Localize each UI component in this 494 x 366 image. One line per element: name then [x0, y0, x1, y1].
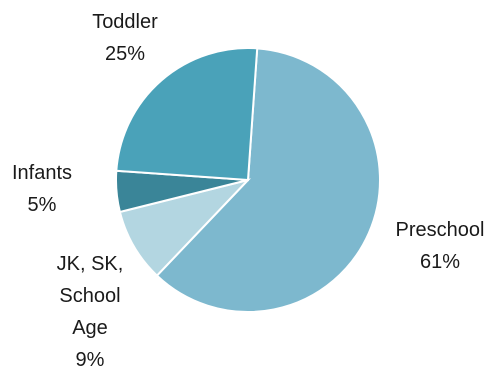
- percent-jk-sk: 9%: [76, 349, 105, 366]
- percent-infants: 5%: [28, 194, 57, 216]
- label-toddler: Toddler: [92, 11, 158, 33]
- label-jk-sk-line3: Age: [72, 317, 108, 339]
- pie-slice-preschool: [155, 47, 381, 313]
- pie-slices: [115, 46, 381, 313]
- pie-slice-toddler: [115, 46, 259, 182]
- percent-preschool: 61%: [420, 251, 460, 273]
- label-jk-sk-line1: JK, SK,: [57, 253, 124, 275]
- percent-toddler: 25%: [105, 43, 145, 65]
- label-jk-sk-line2: School: [59, 285, 120, 307]
- label-infants: Infants: [12, 162, 72, 184]
- label-preschool: Preschool: [396, 219, 485, 241]
